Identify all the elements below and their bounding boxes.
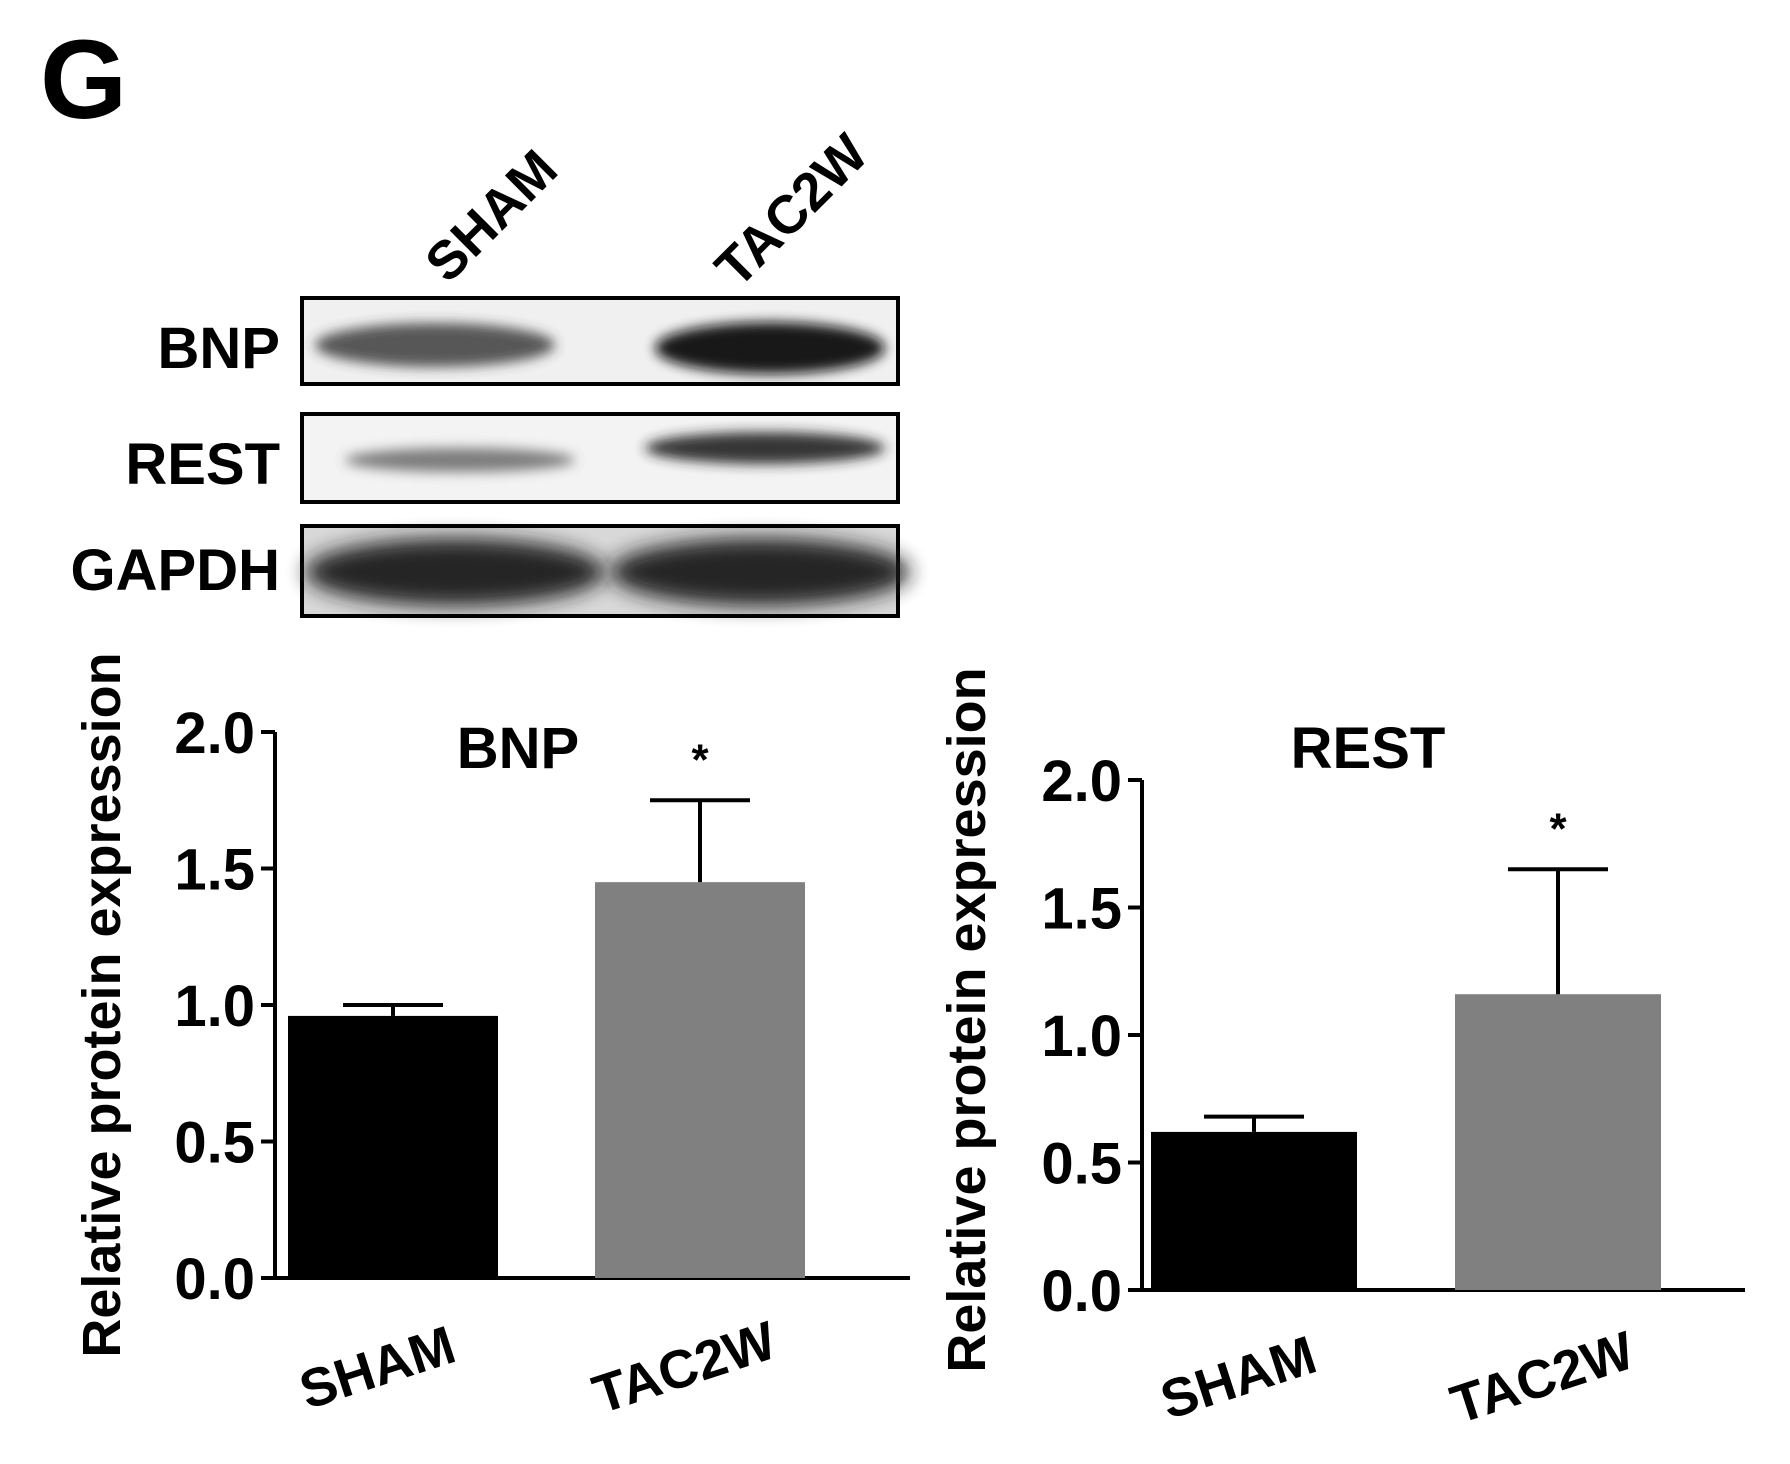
rest-chart: 0.0 0.5 1.0 1.5 2.0 Relative protein expressi… bbox=[937, 667, 1745, 1435]
western-blot: SHAM TAC2W BNP REST GAPDH bbox=[71, 123, 910, 618]
blot-strip-rest bbox=[300, 412, 900, 504]
x-category-label: SHAM bbox=[1154, 1325, 1324, 1431]
bnp-chart: 0.0 0.5 1.0 1.5 2.0 Relative protein expressi… bbox=[72, 652, 910, 1425]
blot-row-label-rest: REST bbox=[125, 432, 280, 497]
significance-marker: * bbox=[1549, 804, 1567, 853]
y-tick-label: 0.5 bbox=[174, 1111, 255, 1176]
blot-band bbox=[645, 432, 885, 464]
y-axis-label: Relative protein expression bbox=[72, 652, 132, 1357]
y-tick-label: 0.0 bbox=[1041, 1259, 1122, 1324]
blot-strip-bnp bbox=[300, 296, 900, 386]
y-tick-label: 1.5 bbox=[1041, 877, 1122, 942]
blot-band bbox=[315, 323, 555, 367]
bar-tac2w bbox=[595, 882, 805, 1278]
blot-row-label-bnp: BNP bbox=[158, 316, 280, 381]
blot-band bbox=[610, 538, 910, 606]
bar-sham bbox=[1151, 1131, 1357, 1290]
chart-title: BNP bbox=[457, 716, 579, 781]
bar-tac2w bbox=[1455, 994, 1661, 1290]
blot-row-label-gapdh: GAPDH bbox=[71, 538, 280, 603]
significance-marker: * bbox=[691, 735, 709, 784]
y-tick-label: 1.5 bbox=[174, 838, 255, 903]
y-axis-label: Relative protein expression bbox=[937, 667, 997, 1372]
blot-band bbox=[345, 448, 575, 472]
blot-strip-gapdh bbox=[300, 524, 910, 618]
blot-band bbox=[655, 322, 885, 374]
chart-title: REST bbox=[1291, 716, 1446, 781]
x-category-label: SHAM bbox=[293, 1315, 463, 1421]
x-category-label: TAC2W bbox=[586, 1310, 783, 1425]
bar-sham bbox=[288, 1015, 498, 1278]
blot-lane-label-tac2w: TAC2W bbox=[704, 123, 879, 298]
y-tick-label: 2.0 bbox=[174, 701, 255, 766]
blot-lane-label-sham: SHAM bbox=[414, 139, 569, 294]
y-tick-label: 0.0 bbox=[174, 1247, 255, 1312]
y-tick-label: 0.5 bbox=[1041, 1132, 1122, 1197]
y-tick-label: 1.0 bbox=[174, 974, 255, 1039]
panel-label: G bbox=[40, 17, 127, 142]
y-tick-label: 1.0 bbox=[1041, 1004, 1122, 1069]
blot-band bbox=[305, 538, 605, 606]
y-tick-label: 2.0 bbox=[1041, 749, 1122, 814]
x-category-label: TAC2W bbox=[1444, 1320, 1641, 1435]
